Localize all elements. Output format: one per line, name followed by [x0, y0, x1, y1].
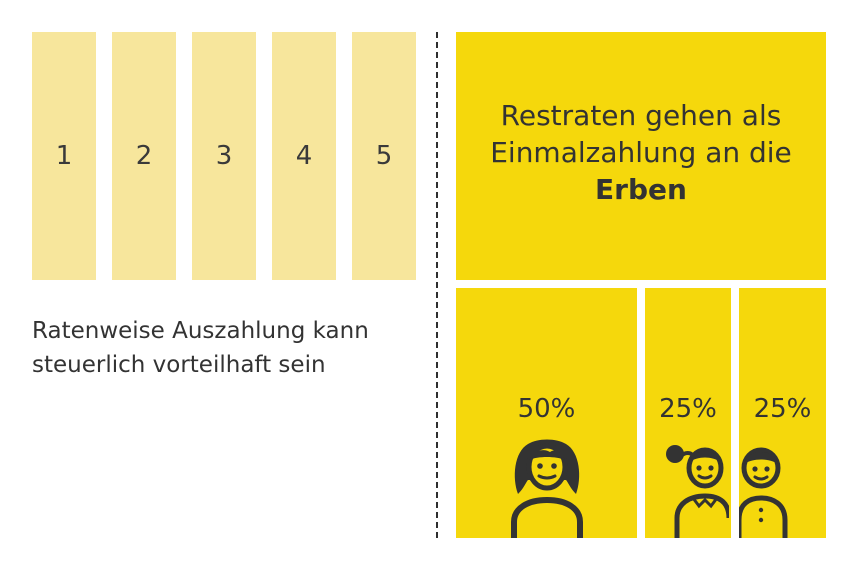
lump-sum-panel: Restraten gehen als Einmalzahlung an die…: [456, 32, 826, 280]
installment-number: 2: [135, 141, 153, 171]
heir-share-percent: 50%: [517, 394, 576, 424]
boy-icon: [739, 447, 788, 538]
heir-share-panel-2: 25%: [645, 288, 731, 538]
girl-icon: [666, 445, 729, 538]
installment-box-1: 1: [32, 32, 96, 280]
caption-line-1: Ratenweise Auszahlung kann: [32, 318, 369, 344]
installment-number: 4: [295, 141, 313, 171]
installment-number: 5: [375, 141, 393, 171]
installment-box-3: 3: [192, 32, 256, 280]
caption-line-2: steuerlich vorteilhaft sein: [32, 352, 326, 378]
installment-number: 3: [215, 141, 233, 171]
dashed-divider: [436, 32, 438, 538]
lump-sum-text: Restraten gehen als Einmalzahlung an die…: [490, 97, 792, 208]
installment-box-4: 4: [272, 32, 336, 280]
installment-number: 1: [55, 141, 73, 171]
lump-sum-line-1: Restraten gehen als: [500, 98, 782, 132]
woman-icon: [511, 439, 583, 538]
heir-share-panel-3: 25%: [739, 288, 826, 538]
heir-share-percent: 25%: [753, 394, 812, 424]
lump-sum-line-2: Einmalzahlung an die: [490, 135, 792, 169]
heir-share-percent: 25%: [659, 394, 717, 424]
installment-box-2: 2: [112, 32, 176, 280]
installment-box-5: 5: [352, 32, 416, 280]
heir-share-panel-1: 50%: [456, 288, 637, 538]
lump-sum-line-3: Erben: [595, 172, 687, 206]
installment-caption: Ratenweise Auszahlung kann steuerlich vo…: [32, 314, 412, 382]
